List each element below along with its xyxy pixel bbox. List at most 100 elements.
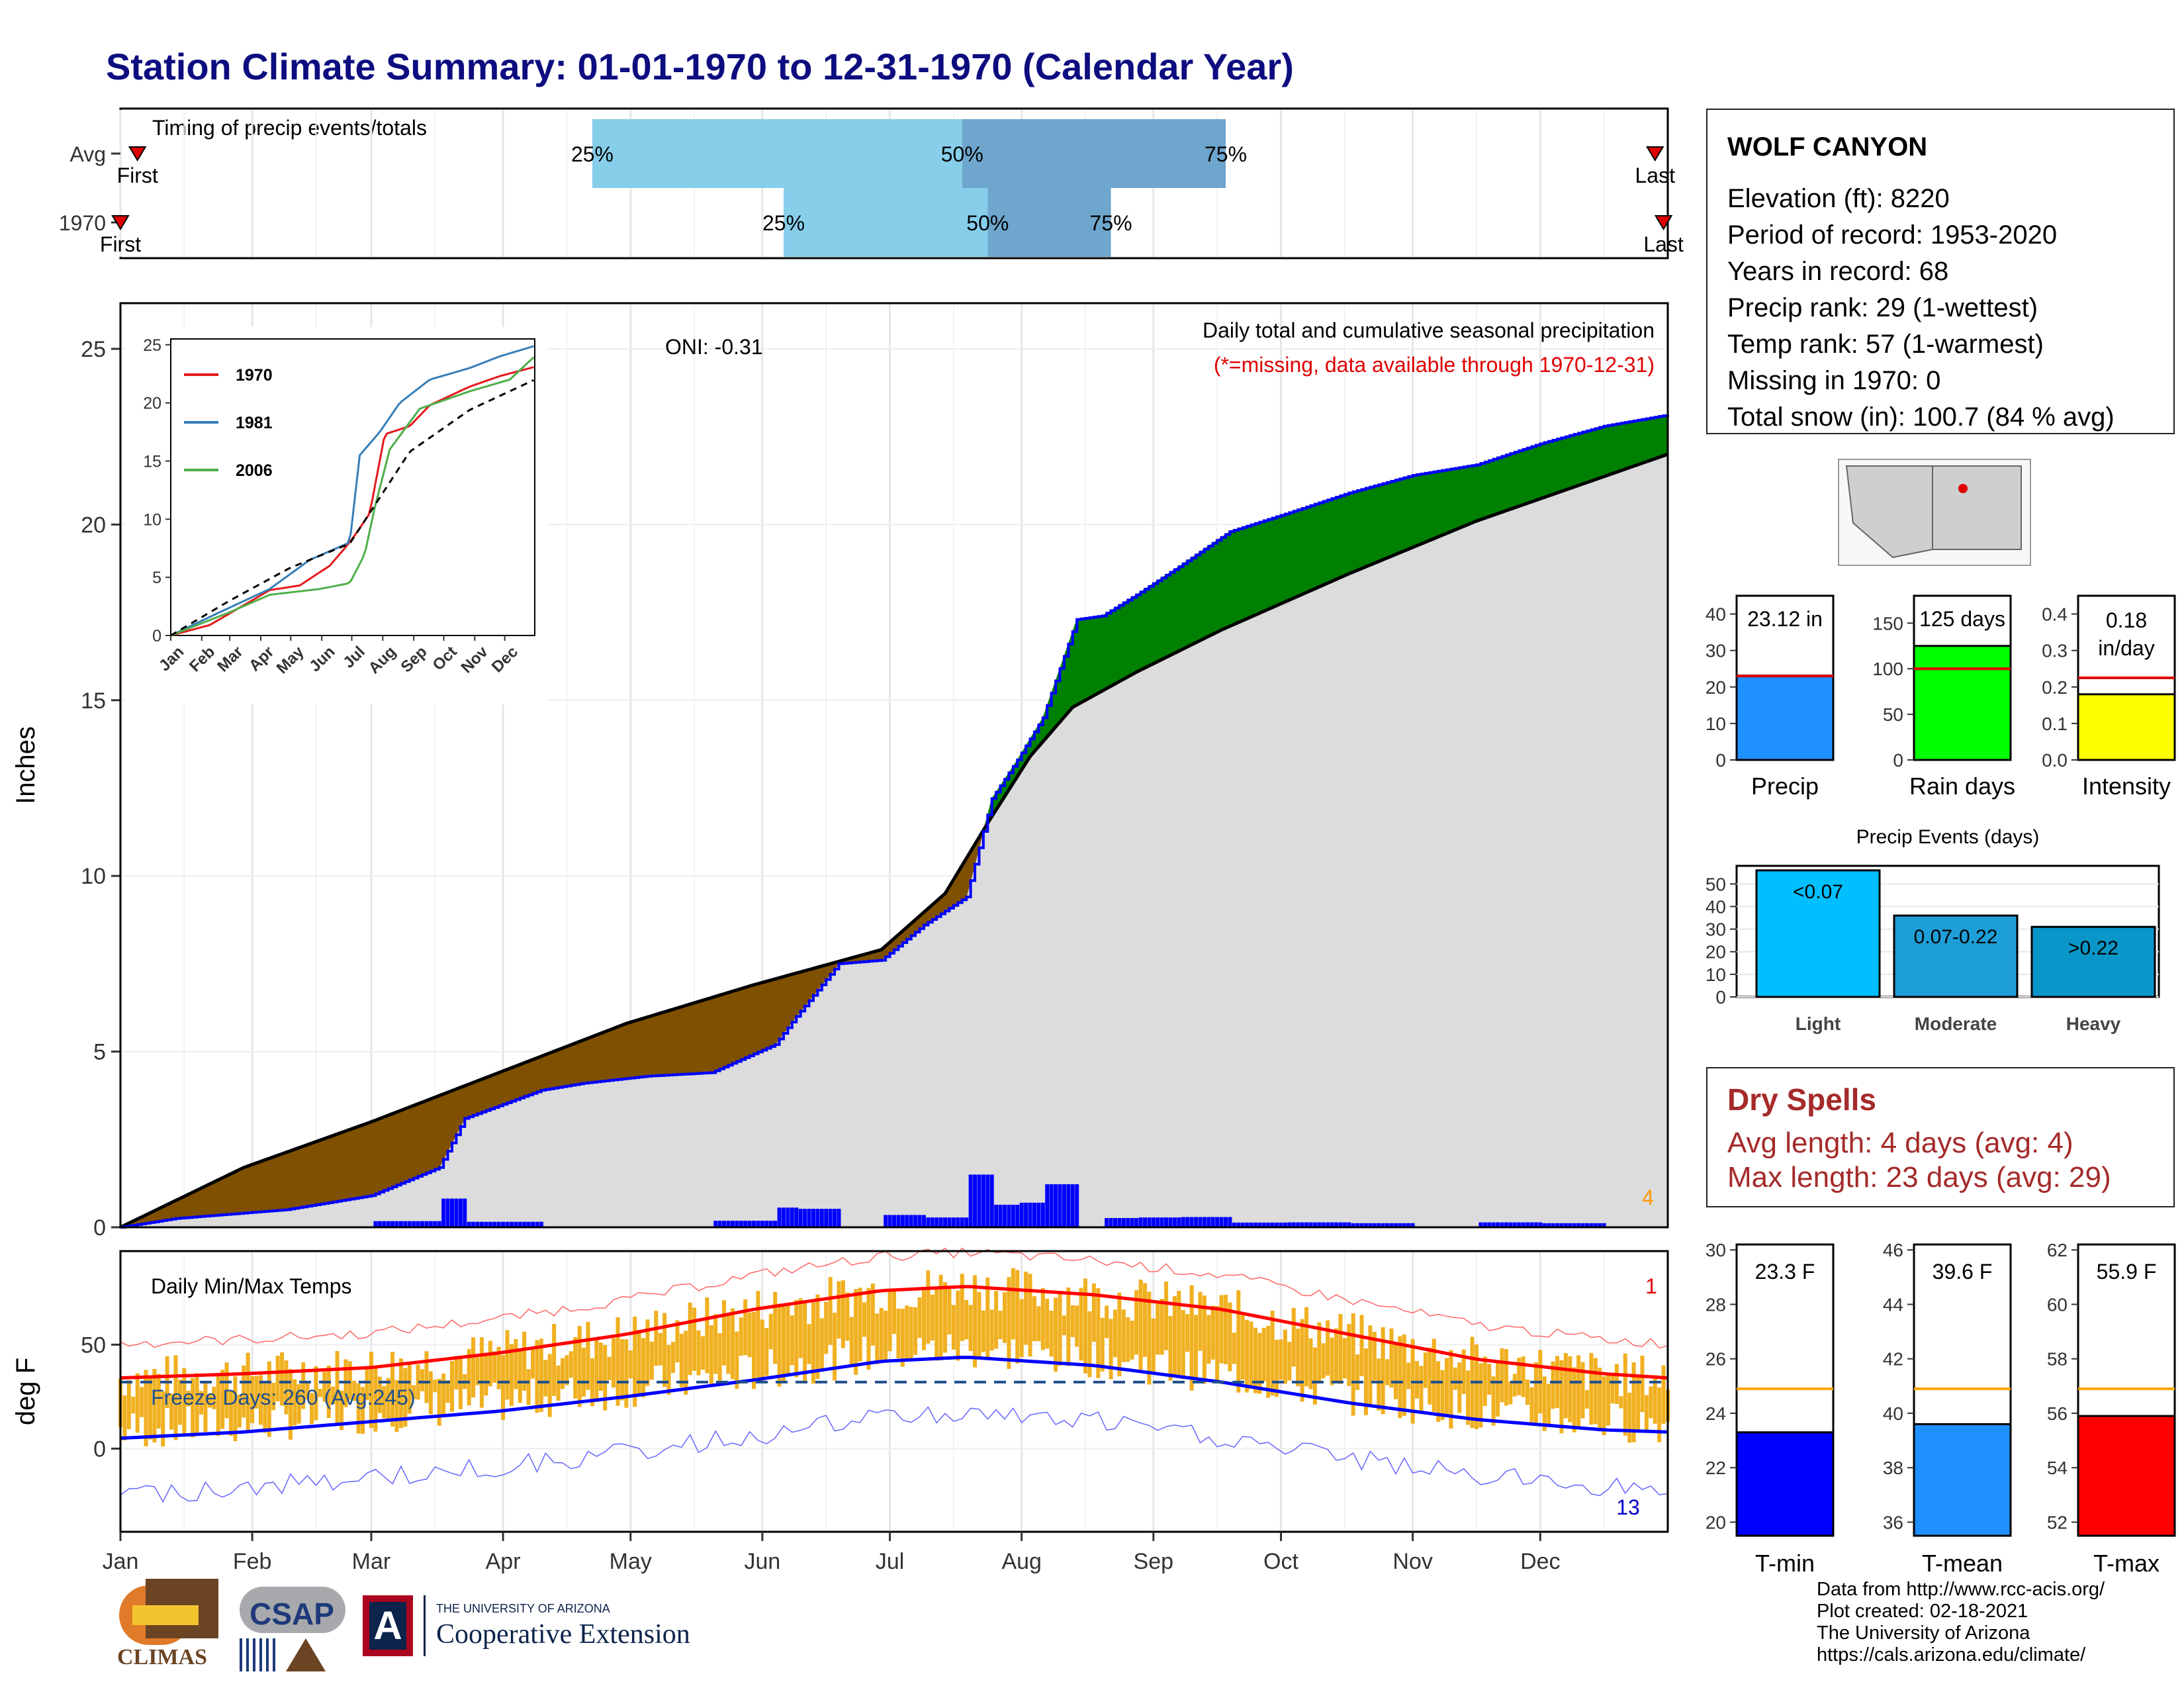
departure-area xyxy=(1506,453,1511,512)
temp-summary-tick-label: 44 xyxy=(1883,1294,1903,1315)
station-line: Total snow (in): 100.7 (84 % avg) xyxy=(1727,402,2115,432)
departure-area xyxy=(269,1156,274,1212)
last-event-marker xyxy=(1654,215,1673,230)
precip-event-label: Heavy xyxy=(2066,1013,2121,1034)
departure-area xyxy=(328,1135,334,1203)
departure-area xyxy=(1255,522,1260,616)
daily-temp-bar xyxy=(666,1344,671,1395)
temp-summary-tick-label: 26 xyxy=(1706,1349,1726,1370)
station-line: Temp rank: 57 (1-warmest) xyxy=(1727,330,2044,359)
daily-temp-bar xyxy=(416,1364,420,1400)
daily-temp-bar xyxy=(340,1390,343,1430)
departure-area xyxy=(1081,618,1086,704)
daily-temp-bar xyxy=(318,1389,322,1397)
departure-area xyxy=(1242,526,1248,622)
daily-temp-bar xyxy=(1032,1296,1036,1342)
departure-area xyxy=(1476,463,1481,522)
departure-area xyxy=(600,1031,606,1082)
daily-temp-bar xyxy=(768,1313,773,1350)
daily-precip-bar xyxy=(382,1221,387,1227)
departure-area xyxy=(1420,473,1426,545)
departure-area xyxy=(1378,483,1384,562)
departure-area xyxy=(1590,428,1596,482)
daily-precip-bar xyxy=(1266,1222,1271,1227)
daily-precip-bar xyxy=(1206,1217,1211,1227)
summary-tick-label: 0 xyxy=(1715,750,1726,771)
daily-precip-bar xyxy=(1232,1222,1236,1227)
daily-precip-bar xyxy=(1156,1217,1160,1227)
daily-precip-bar xyxy=(1147,1217,1152,1227)
daily-temp-bar xyxy=(1457,1362,1462,1413)
daily-precip-bar xyxy=(458,1198,463,1227)
daily-precip-bar xyxy=(930,1217,934,1227)
departure-area xyxy=(1595,426,1600,481)
daily-precip-bar xyxy=(1547,1223,1551,1227)
departure-area xyxy=(502,1068,508,1105)
departure-area xyxy=(1216,536,1222,633)
observed-cumulative-line xyxy=(120,414,1669,1229)
precip-tick-label: 20 xyxy=(81,512,106,538)
daily-temp-bar xyxy=(212,1386,216,1409)
daily-temp-bar xyxy=(679,1333,684,1387)
temp-summary-tick-label: 58 xyxy=(2047,1349,2068,1370)
precip-events-tick-label: 0 xyxy=(1715,987,1726,1008)
daily-temp-bar xyxy=(509,1344,514,1406)
coop-extension-logo: THE UNIVERSITY OF ARIZONA Cooperative Ex… xyxy=(424,1595,754,1656)
daily-temp-bar xyxy=(386,1378,390,1421)
daily-temp-bar xyxy=(1296,1329,1300,1387)
daily-temp-bar xyxy=(126,1380,131,1430)
daily-temp-bar xyxy=(1198,1291,1203,1351)
daily-temp-bar xyxy=(735,1331,739,1389)
summary-tick-label: 150 xyxy=(1872,613,1903,633)
daily-temp-bar xyxy=(760,1319,764,1382)
daily-precip-bar xyxy=(1602,1223,1606,1227)
departure-area xyxy=(1514,450,1520,508)
departure-area xyxy=(400,1108,406,1184)
departure-area xyxy=(1306,505,1311,593)
daily-temp-bar xyxy=(900,1309,905,1367)
climas-logo-text: CLIMAS xyxy=(116,1645,208,1669)
departure-area xyxy=(1221,534,1226,631)
temp-summary-value: 55.9 F xyxy=(2097,1260,2157,1284)
departure-area xyxy=(396,1109,402,1186)
departure-area xyxy=(1429,471,1435,541)
daily-temp-bar xyxy=(1109,1319,1113,1380)
summary-tick-label: 0.2 xyxy=(2042,677,2068,698)
month-label: May xyxy=(610,1549,652,1574)
departure-area xyxy=(1293,509,1298,599)
daily-temp-bar xyxy=(1610,1376,1615,1404)
daily-precip-bar xyxy=(977,1174,981,1227)
departure-area xyxy=(1302,506,1307,595)
daily-temp-bar xyxy=(182,1368,187,1436)
daily-precip-bar xyxy=(1054,1184,1058,1227)
daily-precip-bar xyxy=(1198,1217,1203,1227)
daily-temp-bar xyxy=(518,1350,522,1403)
daily-temp-bar xyxy=(1661,1365,1666,1424)
daily-precip-bar xyxy=(1559,1223,1564,1227)
daily-temp-bar xyxy=(403,1368,408,1427)
daily-temp-bar xyxy=(207,1394,212,1408)
departure-area xyxy=(201,1185,206,1217)
daily-temp-bar xyxy=(947,1289,952,1335)
daily-precip-bar xyxy=(505,1221,510,1227)
daily-temp-bar xyxy=(254,1376,259,1409)
daily-precip-bar xyxy=(1019,1202,1024,1227)
daily-temp-bar xyxy=(177,1380,182,1425)
daily-temp-bar xyxy=(1142,1283,1147,1357)
csap-logo-text: CSAP xyxy=(250,1597,334,1631)
daily-precip-bar xyxy=(1236,1222,1241,1227)
daily-temp-bar xyxy=(849,1317,854,1366)
daily-precip-bar xyxy=(1210,1217,1215,1227)
daily-precip-bar xyxy=(1342,1222,1347,1227)
daily-precip-bar xyxy=(1168,1217,1173,1227)
daily-temp-bar xyxy=(960,1274,964,1341)
daily-temp-bar xyxy=(603,1345,608,1411)
daily-precip-bar xyxy=(1219,1217,1224,1227)
daily-temp-bar xyxy=(331,1386,336,1405)
departure-area xyxy=(375,1118,381,1195)
daily-precip-bar xyxy=(884,1215,888,1227)
daily-temp-bar xyxy=(1377,1358,1381,1411)
temp-summary-bar xyxy=(1913,1423,2012,1537)
daily-temp-bar xyxy=(420,1369,425,1391)
daily-temp-bar xyxy=(1551,1361,1555,1409)
